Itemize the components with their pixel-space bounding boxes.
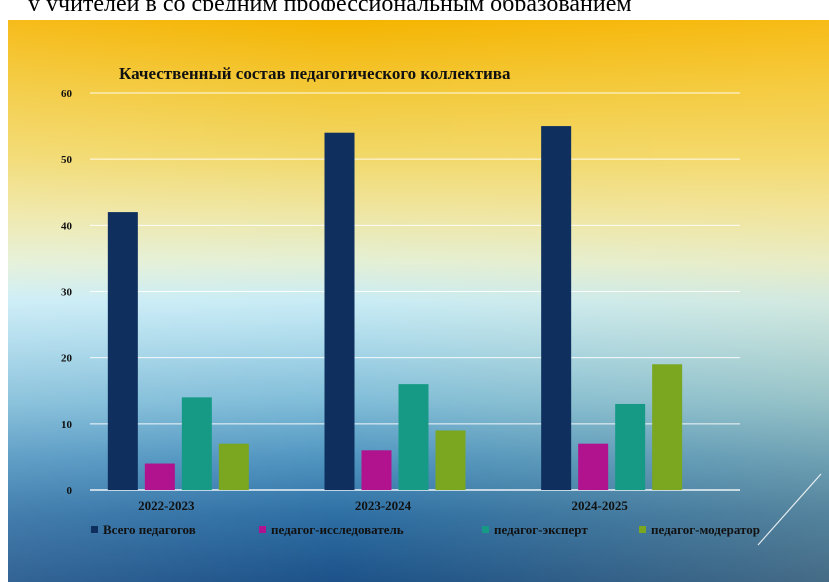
x-tick-label: 2023-2024 — [355, 498, 412, 513]
decorative-corner-line — [757, 473, 822, 546]
bar — [398, 384, 429, 490]
bar — [541, 126, 572, 490]
bar — [144, 463, 175, 490]
bars-layer — [107, 126, 683, 490]
bar — [578, 443, 609, 490]
page-header-fragment: у учителей в со средним профессиональным… — [0, 0, 829, 11]
legend-swatch — [259, 526, 266, 533]
legend-label: педагог-эксперт — [494, 522, 588, 537]
legend-swatch — [91, 526, 98, 533]
x-tick-label: 2022-2023 — [138, 498, 195, 513]
bar — [361, 450, 392, 490]
y-tick-label: 10 — [61, 419, 73, 431]
legend: Всего педагогов педагог-исследователь педа… — [91, 522, 760, 537]
bar — [107, 212, 138, 490]
bar — [181, 397, 212, 490]
y-tick-label: 50 — [61, 154, 73, 166]
legend-swatch — [639, 526, 646, 533]
y-axis-ticks: 0 10 20 30 40 50 60 — [61, 88, 73, 497]
y-tick-label: 30 — [61, 287, 73, 299]
y-tick-label: 60 — [61, 88, 73, 100]
legend-label: Всего педагогов — [103, 522, 196, 537]
bar — [324, 132, 355, 490]
x-axis-ticks: 2022-2023 2023-2024 2024-2025 — [138, 498, 628, 513]
y-tick-label: 20 — [61, 353, 73, 365]
bar — [435, 430, 466, 490]
bar — [615, 403, 646, 490]
bar — [652, 364, 683, 490]
chart-title: Качественный состав педагогического колл… — [119, 64, 511, 83]
bar — [218, 443, 249, 490]
legend-label: педагог-исследователь — [271, 522, 404, 537]
y-tick-label: 0 — [67, 485, 73, 497]
y-tick-label: 40 — [61, 220, 73, 232]
x-tick-label: 2024-2025 — [571, 498, 628, 513]
legend-label: педагог-модератор — [651, 522, 760, 537]
legend-swatch — [482, 526, 489, 533]
